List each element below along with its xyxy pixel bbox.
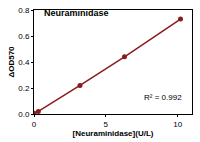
svg-text:0.4: 0.4 <box>18 58 30 67</box>
svg-text:10: 10 <box>173 120 182 129</box>
svg-text:Neuraminidase: Neuraminidase <box>44 8 109 18</box>
svg-text:0: 0 <box>32 120 37 129</box>
svg-text:0.2: 0.2 <box>18 84 30 93</box>
svg-text:0.0: 0.0 <box>18 110 30 119</box>
svg-text:ΔOD570: ΔOD570 <box>7 46 16 78</box>
svg-text:0.8: 0.8 <box>18 6 30 15</box>
svg-text:R² = 0.992: R² = 0.992 <box>144 93 182 102</box>
svg-text:5: 5 <box>104 120 109 129</box>
svg-text:0.6: 0.6 <box>18 32 30 41</box>
svg-text:[Neuraminidase](U/L): [Neuraminidase](U/L) <box>73 129 154 138</box>
